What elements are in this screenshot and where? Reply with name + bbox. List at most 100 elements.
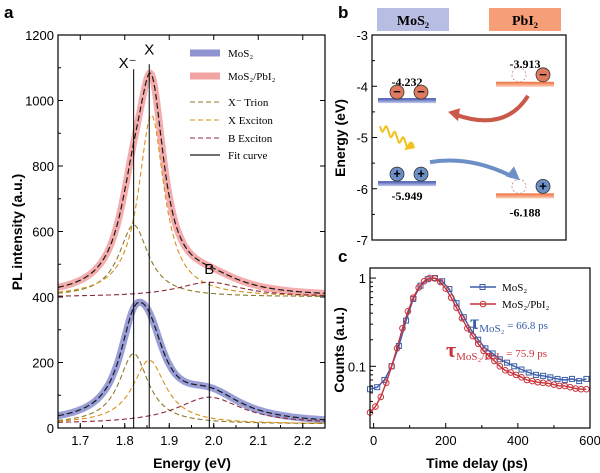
x-tick-label-1.8: 1.8 bbox=[116, 433, 134, 448]
c-series-1-point bbox=[420, 277, 428, 285]
b-y-tick-label--5: -5 bbox=[356, 131, 368, 146]
c-series-1-point bbox=[491, 357, 498, 365]
c-series-1-point bbox=[372, 403, 379, 410]
legend-label-4: B Exciton bbox=[228, 133, 273, 145]
b-y-tick-label--4: -4 bbox=[356, 79, 368, 94]
b-y-tick-label--7: -7 bbox=[356, 233, 368, 248]
c-x-tick-label-600: 600 bbox=[579, 433, 600, 448]
panel-a-peak-markers: X⁻ X B bbox=[119, 42, 214, 428]
c-series-1-point bbox=[518, 374, 525, 381]
legend-label-2: X⁻ Trion bbox=[228, 97, 269, 109]
c-series-1-point bbox=[393, 344, 401, 352]
c-series-0-point bbox=[561, 376, 568, 383]
x-tick-label-2.0: 2.0 bbox=[205, 433, 223, 448]
c-series-0-point bbox=[511, 363, 518, 370]
x-tick-label-2.1: 2.1 bbox=[249, 433, 267, 448]
pbi2-electron-sign: − bbox=[539, 67, 547, 82]
hole-transfer-arrowhead bbox=[506, 166, 520, 181]
c-series-0-point bbox=[554, 375, 561, 382]
c-series-1-point bbox=[501, 367, 509, 374]
x-tick-label-1.9: 1.9 bbox=[160, 433, 178, 448]
c-series-0-point bbox=[417, 282, 424, 289]
series-0-b-exciton-component bbox=[58, 396, 326, 423]
panel-b-axes: -3 -4 -5 -6 -7 bbox=[356, 28, 567, 248]
panel-b-ylabel: Energy (eV) bbox=[332, 99, 348, 177]
pbi2-header-label: PbI₂ bbox=[512, 14, 538, 29]
panel-b: b MoS₂ PbI₂ Energy (eV) -3-4-5-6-7 -4.23… bbox=[332, 3, 567, 248]
series-1-trion-component bbox=[57, 224, 325, 297]
panel-a-curves bbox=[55, 69, 328, 425]
c-series-1-point bbox=[474, 340, 482, 348]
mos2-cb-level bbox=[378, 98, 436, 104]
series-1-b-exciton-component bbox=[58, 281, 325, 297]
c-series-1-point bbox=[415, 284, 422, 291]
c-series-1-point bbox=[404, 308, 412, 315]
electron-transfer-arrow bbox=[454, 94, 530, 123]
mos2-hole-1-sign: + bbox=[393, 166, 401, 181]
pbi2-cb-value: -3.913 bbox=[510, 57, 541, 71]
c-series-1-point bbox=[453, 304, 460, 312]
c-series-1-point bbox=[447, 294, 455, 301]
legend-label-0: MoS₂ bbox=[228, 48, 253, 60]
panel-a-ylabel: PL intensity (a.u.) bbox=[9, 174, 25, 290]
y-tick-label-400: 400 bbox=[32, 290, 54, 305]
c-series-0-point bbox=[424, 276, 431, 283]
c-legend-label-1: MoS₂/PbI₂ bbox=[502, 299, 550, 311]
c-series-1-point bbox=[512, 371, 520, 379]
c-series-1-point bbox=[464, 324, 471, 332]
panel-a: a PL intensity (a.u.) Energy (eV) 1.7 1.8… bbox=[4, 3, 328, 471]
series-1-fit-curve bbox=[57, 72, 326, 294]
pbi2-hole-sign: + bbox=[539, 178, 547, 193]
pbi2-vb-value: -6.188 bbox=[510, 205, 541, 219]
c-series-0-point bbox=[576, 378, 583, 385]
y-tick-label-1200: 1200 bbox=[25, 28, 54, 43]
c-series-1-point bbox=[399, 324, 406, 332]
series-1-data-band bbox=[55, 69, 328, 297]
c-series-1-point bbox=[496, 363, 504, 370]
c-series-1-point bbox=[507, 369, 514, 376]
c-series-0-point bbox=[583, 375, 590, 382]
c-series-0-line bbox=[369, 277, 587, 390]
c-series-1-line bbox=[369, 277, 587, 413]
photon-arrowhead bbox=[404, 141, 414, 151]
tau-mos2-annotation: τMoS₂ = 66.8 ps bbox=[470, 312, 548, 335]
c-series-0-point bbox=[518, 366, 525, 373]
c-legend-marker-0 bbox=[479, 284, 486, 290]
electron-transfer-arrowhead bbox=[448, 108, 460, 122]
legend-label-5: Fit curve bbox=[228, 150, 268, 162]
c-series-1-point bbox=[409, 294, 417, 301]
pbi2-electron-vacancy bbox=[511, 67, 527, 83]
mos2-hole-1 bbox=[389, 166, 405, 182]
c-series-0-point bbox=[568, 375, 575, 382]
mos2-hole-2 bbox=[413, 166, 429, 182]
y-tick-label-0: 0 bbox=[47, 421, 54, 436]
peak-label-exciton: X bbox=[144, 42, 154, 59]
pbi2-vb-level bbox=[496, 193, 554, 199]
hole-transfer-arrow bbox=[429, 158, 513, 179]
panel-c-label: c bbox=[338, 247, 347, 266]
mos2-electron-2 bbox=[413, 84, 429, 100]
c-series-0-point bbox=[547, 374, 554, 381]
c-x-tick-label-200: 200 bbox=[435, 433, 457, 448]
x-tick-label-1.7: 1.7 bbox=[71, 433, 89, 448]
series-0-fit-curve bbox=[57, 301, 326, 421]
c-x-tick-label-0: 0 bbox=[370, 433, 377, 448]
series-0-x-exciton-component bbox=[58, 359, 326, 424]
y-tick-label-600: 600 bbox=[32, 225, 54, 240]
y-tick-label-1000: 1000 bbox=[25, 94, 54, 109]
panel-a-label: a bbox=[4, 3, 14, 22]
c-series-0-point bbox=[525, 369, 532, 376]
c-series-0-point bbox=[504, 359, 511, 366]
c-series-1-point bbox=[377, 393, 385, 401]
mos2-vb-value: -5.949 bbox=[392, 189, 423, 203]
panel-b-energy-levels: -4.232-3.913-5.949-6.188− −−+ ++ bbox=[378, 57, 554, 219]
peak-label-trion: X⁻ bbox=[119, 55, 137, 72]
legend-label-1: MoS₂/PbI₂ bbox=[228, 71, 276, 83]
c-series-1-point bbox=[382, 379, 390, 387]
c-y-tick-label-0.1: 0.1 bbox=[348, 359, 366, 374]
panel-c-axes: 0 200 400 600 0.1 1 bbox=[348, 267, 600, 448]
panel-c-ylabel: Counts (a.u.) bbox=[331, 307, 347, 393]
panel-b-label: b bbox=[338, 3, 348, 22]
